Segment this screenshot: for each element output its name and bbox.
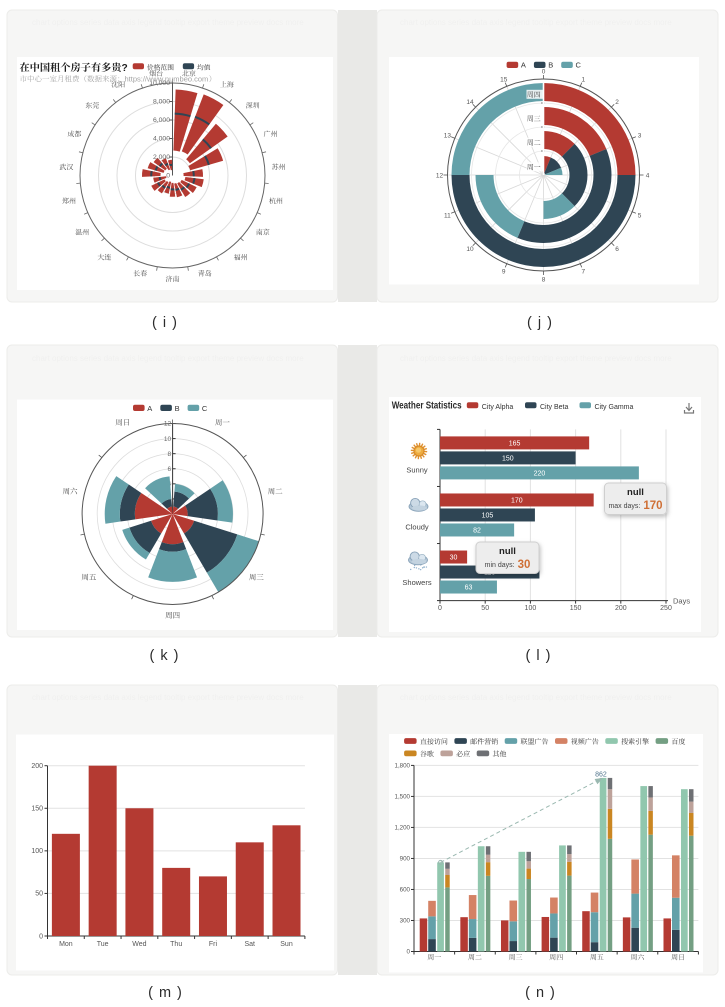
svg-text:chart options series data: chart options series data axis legend to… bbox=[400, 354, 672, 363]
svg-text:862: 862 bbox=[595, 771, 607, 778]
svg-text:1: 1 bbox=[581, 76, 585, 83]
svg-text:Wed: Wed bbox=[132, 941, 146, 948]
svg-text:2,000: 2,000 bbox=[153, 154, 170, 161]
svg-text:0: 0 bbox=[166, 173, 170, 180]
svg-text:min days:: min days: bbox=[485, 562, 515, 569]
svg-text:Showers: Showers bbox=[402, 578, 431, 587]
svg-text:Cloudy: Cloudy bbox=[405, 523, 429, 532]
svg-text:14: 14 bbox=[466, 99, 474, 106]
svg-text:82: 82 bbox=[473, 528, 481, 535]
svg-text:C: C bbox=[202, 404, 208, 413]
svg-text:Thu: Thu bbox=[170, 941, 182, 948]
svg-text:chart options series data: chart options series data axis legend to… bbox=[32, 18, 304, 27]
svg-text:B: B bbox=[548, 61, 553, 70]
svg-text:1,800: 1,800 bbox=[395, 763, 411, 770]
svg-text:30: 30 bbox=[518, 559, 531, 571]
svg-text:10,000: 10,000 bbox=[149, 80, 170, 87]
svg-text:( j ): ( j ) bbox=[527, 315, 553, 331]
svg-text:?: ? bbox=[122, 63, 128, 74]
svg-text:8: 8 bbox=[167, 451, 171, 458]
svg-text:1,200: 1,200 bbox=[395, 825, 411, 832]
svg-text:chart options series data: chart options series data axis legend to… bbox=[32, 693, 304, 702]
svg-text:63: 63 bbox=[465, 585, 473, 592]
svg-text:Sat: Sat bbox=[244, 941, 255, 948]
svg-text:170: 170 bbox=[643, 500, 662, 512]
svg-text:Tue: Tue bbox=[97, 941, 109, 948]
svg-text:( l ): ( l ) bbox=[526, 648, 552, 664]
svg-text:chart options series data: chart options series data axis legend to… bbox=[400, 18, 672, 27]
svg-text:Sunny: Sunny bbox=[406, 466, 428, 475]
svg-text:3: 3 bbox=[638, 133, 642, 140]
svg-text:4,000: 4,000 bbox=[153, 136, 170, 143]
svg-text:2: 2 bbox=[615, 99, 619, 106]
svg-text:100: 100 bbox=[31, 848, 43, 855]
svg-text:A: A bbox=[147, 404, 152, 413]
svg-text:8,000: 8,000 bbox=[153, 99, 170, 106]
svg-text:B: B bbox=[175, 404, 180, 413]
svg-text:City Gamma: City Gamma bbox=[595, 404, 634, 411]
svg-text:50: 50 bbox=[35, 891, 43, 898]
svg-text:15: 15 bbox=[500, 76, 508, 83]
svg-text:City Beta: City Beta bbox=[540, 404, 569, 411]
svg-text:( k ): ( k ) bbox=[150, 648, 180, 664]
svg-text:165: 165 bbox=[509, 441, 521, 448]
svg-text:null: null bbox=[499, 546, 516, 557]
svg-text:null: null bbox=[627, 487, 644, 498]
svg-text:6: 6 bbox=[615, 246, 619, 253]
svg-text:150: 150 bbox=[570, 605, 582, 612]
svg-text:6,000: 6,000 bbox=[153, 117, 170, 124]
svg-text:max days:: max days: bbox=[608, 503, 640, 510]
svg-text:Fri: Fri bbox=[209, 941, 218, 948]
svg-text:4: 4 bbox=[646, 173, 650, 180]
svg-text:100: 100 bbox=[525, 605, 537, 612]
svg-text:Days: Days bbox=[673, 597, 690, 606]
svg-text:0: 0 bbox=[542, 69, 546, 76]
svg-text:7: 7 bbox=[581, 269, 585, 276]
svg-text:13: 13 bbox=[444, 133, 452, 140]
svg-text:10: 10 bbox=[164, 436, 172, 443]
svg-text:Weather Statistics: Weather Statistics bbox=[392, 401, 462, 412]
svg-text:200: 200 bbox=[615, 605, 627, 612]
svg-text:50: 50 bbox=[481, 605, 489, 612]
svg-text:City Alpha: City Alpha bbox=[482, 404, 514, 411]
svg-text:12: 12 bbox=[164, 421, 172, 428]
svg-text:https://www.numbeo.com: https://www.numbeo.com bbox=[125, 75, 209, 84]
svg-text:12: 12 bbox=[436, 173, 444, 180]
svg-text:150: 150 bbox=[31, 806, 43, 813]
svg-text:5: 5 bbox=[638, 212, 642, 219]
svg-text:Mon: Mon bbox=[59, 941, 73, 948]
svg-text:250: 250 bbox=[660, 605, 672, 612]
svg-text:( i ): ( i ) bbox=[152, 315, 178, 331]
svg-text:( n ): ( n ) bbox=[525, 985, 556, 1001]
svg-text:chart options series data: chart options series data axis legend to… bbox=[32, 354, 304, 363]
svg-text:0: 0 bbox=[438, 605, 442, 612]
svg-text:8: 8 bbox=[542, 277, 546, 284]
svg-text:30: 30 bbox=[450, 555, 458, 562]
svg-text:( m ): ( m ) bbox=[148, 985, 183, 1001]
svg-text:105: 105 bbox=[482, 513, 494, 520]
svg-text:10: 10 bbox=[466, 246, 474, 253]
svg-text:900: 900 bbox=[400, 856, 411, 863]
svg-text:11: 11 bbox=[444, 212, 451, 219]
svg-text:0: 0 bbox=[407, 949, 411, 956]
svg-text:1,500: 1,500 bbox=[395, 794, 411, 801]
svg-text:150: 150 bbox=[502, 456, 514, 463]
svg-text:9: 9 bbox=[502, 269, 506, 276]
svg-text:220: 220 bbox=[534, 471, 546, 478]
svg-text:0: 0 bbox=[39, 933, 43, 940]
svg-text:6: 6 bbox=[167, 466, 171, 473]
svg-text:300: 300 bbox=[400, 918, 411, 925]
svg-text:A: A bbox=[521, 61, 526, 70]
svg-text:200: 200 bbox=[31, 763, 43, 770]
svg-text:170: 170 bbox=[511, 498, 523, 505]
svg-text:chart options series data: chart options series data axis legend to… bbox=[400, 693, 672, 702]
svg-text:600: 600 bbox=[400, 887, 411, 894]
svg-text:C: C bbox=[576, 61, 582, 70]
svg-text:Sun: Sun bbox=[280, 941, 293, 948]
